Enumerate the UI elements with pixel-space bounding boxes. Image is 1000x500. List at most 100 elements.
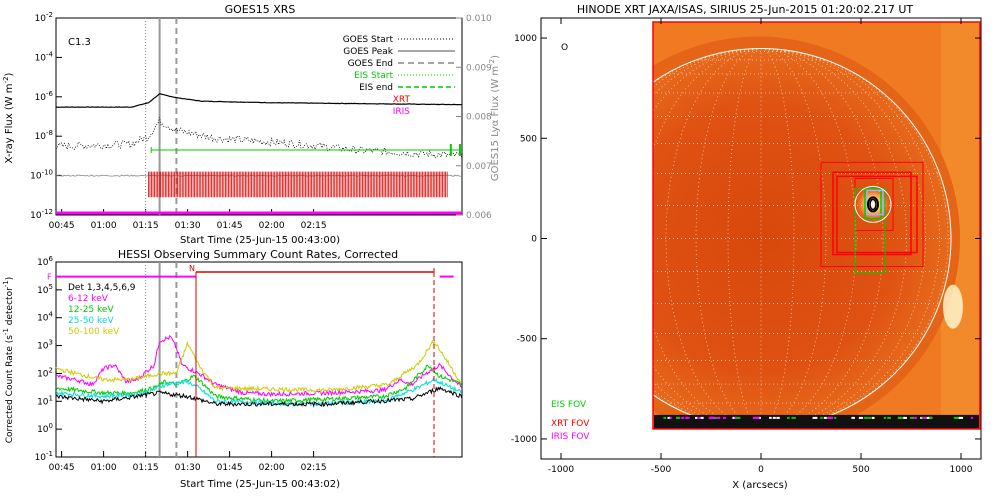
hessi-x-tick-label: 01:30 <box>175 463 201 473</box>
goes-x-tick-label: 01:45 <box>217 221 243 231</box>
xrt-y-tick-label: 1000 <box>514 34 537 44</box>
goes-legend: GOES Start GOES Peak GOES End EIS Start EIS … <box>343 35 455 117</box>
xrt-strip-pixel <box>769 416 772 419</box>
goes-y2-tick-label: 0.006 <box>466 211 492 221</box>
goes-x-tick-label: 01:00 <box>91 221 117 231</box>
goes-legend-label: XRT <box>393 95 411 105</box>
hessi-y-tick-label: 102 <box>37 366 53 379</box>
xrt-lon-line <box>760 48 827 429</box>
xrt-fov-legend-label: IRIS FOV <box>551 432 590 442</box>
goes-legend-label: GOES Start <box>343 35 394 45</box>
goes-flare-class: C1.3 <box>68 37 91 48</box>
goes-y2-tick-label: 0.007 <box>466 162 492 172</box>
goes-x-tick-label: 00:45 <box>49 221 75 231</box>
xrt-disk-group <box>653 36 979 429</box>
xrt-strip-pixel <box>834 416 837 419</box>
xrt-lon-line <box>760 48 940 429</box>
xrt-strip-pixel <box>722 416 727 419</box>
goes-legend-label: GOES Peak <box>343 47 393 57</box>
goes-ylabel: X-ray Flux (W m-2) <box>2 72 15 163</box>
xrt-strip-pixel <box>772 416 776 419</box>
xrt-ar-contour-2 <box>869 198 877 211</box>
xrt-strip-pixel <box>823 416 827 419</box>
goes-legend-label: EIS end <box>359 83 393 93</box>
xrt-y-tick-label: -1000 <box>511 435 537 445</box>
hessi-x-tick-label: 01:15 <box>133 463 159 473</box>
xrt-strip-pixel <box>910 416 914 419</box>
xrt-strip-pixel <box>868 416 872 419</box>
goes-y2-tick-label: 0.008 <box>466 113 492 123</box>
xrt-small-circle-label: O <box>561 43 568 53</box>
hessi-x-tick-label: 01:45 <box>217 463 243 473</box>
hessi-y-tick-label: 105 <box>37 283 53 296</box>
goes-legend-label: EIS Start <box>354 71 393 81</box>
hessi-x-tick-label: 02:15 <box>301 463 327 473</box>
xrt-strip-pixel <box>776 416 780 419</box>
xrt-strip-pixel <box>786 416 790 419</box>
xrt-strip-pixel <box>698 416 703 419</box>
xrt-lon-line <box>760 48 907 429</box>
xrt-x-tick-label: -1000 <box>548 465 574 475</box>
xrt-fov-box <box>820 161 924 268</box>
hessi-y-axis: 10-1 100 101 102 103 104 105 106 <box>35 255 62 463</box>
goes-y-axis: 10-12 10-10 10-8 10-6 10-4 10-2 <box>30 11 62 221</box>
hessi-x-tick-label: 02:00 <box>259 463 285 473</box>
xrt-lon-line <box>653 48 762 429</box>
hessi-f-flag-label: F <box>47 273 52 282</box>
goes-y-tick-label: 10-6 <box>35 90 54 103</box>
xrt-strip-pixel <box>883 416 887 419</box>
hessi-y-tick-label: 10-1 <box>35 450 53 463</box>
xrt-strip-pixel <box>851 416 855 419</box>
hessi-xlabel: Start Time (25-Jun-15 00:43:02) <box>180 479 340 490</box>
hessi-panel: HESSI Observing Summary Count Rates, Cor… <box>2 248 463 490</box>
hessi-series-1 <box>55 364 463 405</box>
goes-plot-area <box>55 18 463 215</box>
goes-series-0 <box>56 93 463 108</box>
xrt-strip-pixel <box>757 416 760 419</box>
goes-y-tick-label: 10-10 <box>30 169 53 182</box>
xrt-strip-pixel <box>694 416 698 419</box>
xrt-strip-pixel <box>887 416 891 419</box>
xrt-strip-pixel <box>685 416 690 419</box>
goes-xlabel: Start Time (25-Jun-15 00:43:00) <box>180 235 340 246</box>
xrt-strip-pixel <box>858 416 864 419</box>
xrt-strip-pixel <box>820 416 823 419</box>
xrt-active-region-glow <box>855 186 891 223</box>
xrt-y-axis: -1000 -500 0 500 1000 <box>511 34 981 445</box>
xrt-lon-line <box>653 48 762 429</box>
xrt-strip-pixel <box>667 416 670 419</box>
xrt-strip-pixel <box>970 416 974 419</box>
xrt-strip-pixel <box>735 416 741 419</box>
hessi-legend-label: 12-25 keV <box>68 305 114 315</box>
hessi-legend-label: Det 1,3,4,5,6,9 <box>68 283 136 293</box>
hessi-y-tick-label: 104 <box>37 311 53 324</box>
xrt-lon-line <box>760 48 949 429</box>
goes-x-tick-label: 01:30 <box>175 221 201 231</box>
xrt-fov-legend-label: EIS FOV <box>551 400 587 410</box>
goes-x-tick-label: 02:15 <box>301 221 327 231</box>
goes-y2-axis: 0.006 0.007 0.008 0.009 0.010 <box>456 14 492 221</box>
xrt-ar-contour-1 <box>867 196 879 213</box>
xrt-strip-pixel <box>929 416 933 419</box>
hessi-title: HESSI Observing Summary Count Rates, Cor… <box>118 248 398 261</box>
hessi-y-tick-label: 106 <box>37 255 53 268</box>
goes-series-1 <box>55 117 463 160</box>
goes-y-tick-label: 10-4 <box>35 50 54 63</box>
hessi-x-tick-label: 00:45 <box>49 463 75 473</box>
xrt-x-tick-label: 500 <box>852 465 869 475</box>
goes-legend-label: GOES End <box>348 59 393 69</box>
hessi-y-tick-label: 101 <box>37 394 53 407</box>
xrt-image-border <box>652 21 981 430</box>
xrt-strip-pixel <box>958 416 964 419</box>
goes-x-tick-label: 01:15 <box>133 221 159 231</box>
xrt-fov-legend: EIS FOV XRT FOV IRIS FOV <box>551 400 590 442</box>
xrt-fov-legend-label: XRT FOV <box>551 419 590 429</box>
xrt-strip-pixel <box>752 416 758 419</box>
xrt-lon-line <box>760 48 926 429</box>
goes-y-tick-label: 10-12 <box>30 208 53 221</box>
xrt-strip-pixel <box>922 416 927 419</box>
xrt-lon-line <box>653 48 762 429</box>
xrt-fov-box <box>832 171 912 256</box>
